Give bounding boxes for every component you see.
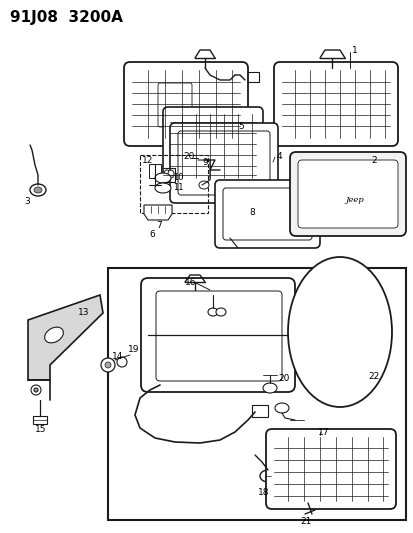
Text: 13: 13	[78, 308, 89, 317]
Text: 12: 12	[142, 156, 153, 165]
Ellipse shape	[207, 308, 218, 316]
FancyBboxPatch shape	[158, 83, 192, 127]
FancyBboxPatch shape	[289, 152, 405, 236]
Text: 91J08  3200A: 91J08 3200A	[10, 10, 123, 25]
Text: 16: 16	[185, 278, 196, 287]
FancyBboxPatch shape	[223, 188, 311, 240]
Ellipse shape	[287, 257, 391, 407]
FancyBboxPatch shape	[156, 291, 281, 381]
FancyBboxPatch shape	[163, 107, 262, 185]
Ellipse shape	[274, 403, 288, 413]
Bar	[183, 125, 206, 153]
Ellipse shape	[31, 385, 41, 395]
Ellipse shape	[168, 170, 173, 178]
FancyBboxPatch shape	[297, 160, 397, 228]
Bar	[209, 125, 230, 153]
Ellipse shape	[34, 388, 38, 392]
Ellipse shape	[259, 470, 275, 482]
Text: 19: 19	[128, 345, 139, 354]
Text: 20: 20	[183, 152, 194, 161]
FancyBboxPatch shape	[170, 123, 277, 203]
Text: 4: 4	[276, 152, 282, 161]
Bar	[33, 416, 47, 424]
Bar	[149, 164, 161, 178]
Bar	[244, 72, 259, 82]
Text: 11: 11	[173, 183, 183, 192]
Text: 18: 18	[257, 488, 269, 497]
Bar	[228, 115, 243, 125]
FancyBboxPatch shape	[141, 278, 294, 392]
Text: 21: 21	[299, 517, 311, 526]
Ellipse shape	[154, 173, 171, 183]
Text: 5: 5	[237, 122, 243, 131]
FancyBboxPatch shape	[178, 131, 269, 195]
Ellipse shape	[154, 183, 171, 193]
Ellipse shape	[216, 308, 225, 316]
Polygon shape	[28, 295, 103, 380]
Bar	[108, 268, 405, 520]
Text: 9: 9	[202, 158, 207, 167]
Text: 14: 14	[112, 352, 123, 361]
Text: Jeep: Jeep	[345, 196, 363, 204]
Ellipse shape	[30, 184, 46, 196]
Text: 3: 3	[24, 197, 30, 206]
Ellipse shape	[105, 362, 111, 368]
FancyBboxPatch shape	[273, 62, 397, 146]
Text: 6: 6	[149, 230, 154, 239]
Ellipse shape	[164, 170, 170, 178]
Bar	[140, 155, 207, 213]
FancyBboxPatch shape	[266, 429, 395, 509]
Ellipse shape	[101, 358, 115, 372]
FancyBboxPatch shape	[124, 62, 247, 146]
Ellipse shape	[199, 181, 209, 189]
Text: 22: 22	[367, 372, 378, 381]
Ellipse shape	[117, 357, 127, 367]
Text: 1: 1	[351, 46, 357, 55]
Text: 7: 7	[156, 221, 161, 230]
Bar	[252, 405, 267, 417]
Text: 8: 8	[248, 208, 254, 217]
Text: 17: 17	[317, 428, 329, 437]
Text: 15: 15	[35, 425, 46, 434]
Ellipse shape	[34, 187, 42, 193]
Ellipse shape	[45, 327, 63, 343]
Polygon shape	[144, 205, 171, 220]
Ellipse shape	[262, 383, 276, 393]
Text: 10: 10	[173, 173, 183, 182]
Text: 2: 2	[370, 156, 376, 165]
FancyBboxPatch shape	[214, 180, 319, 248]
Text: 20: 20	[277, 374, 289, 383]
